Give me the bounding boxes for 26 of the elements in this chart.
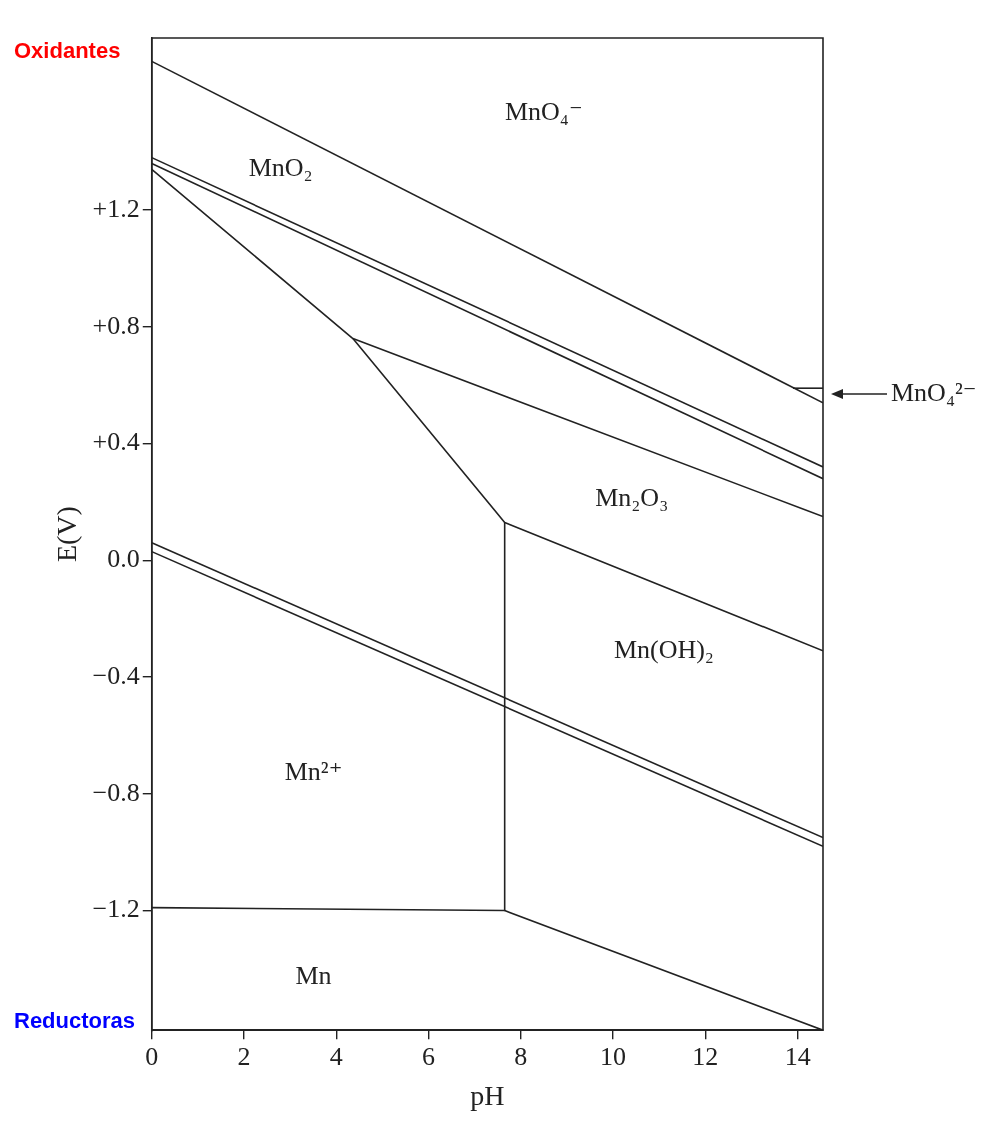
x-tick-label: 10 [600, 1041, 627, 1071]
y-tick-label: +0.4 [92, 427, 140, 457]
annotation: MnO₂ [248, 152, 313, 182]
x-tick-label: 0 [145, 1041, 159, 1071]
x-tick-label: 12 [692, 1041, 719, 1071]
y-tick-label: +1.2 [92, 194, 140, 223]
y-axis-title: E(V) [51, 506, 83, 563]
annotation: Mn(OH)₂ [613, 635, 714, 665]
text: Reductoras [14, 1008, 136, 1034]
y-tick-label: 0.0 [107, 544, 140, 574]
y-tick-label: +0.8 [92, 310, 140, 340]
x-tick-label: 4 [329, 1041, 343, 1071]
text: Oxidantes [14, 38, 121, 64]
text: MnO₄²⁻ [891, 378, 977, 408]
x-tick-label: 2 [237, 1041, 251, 1071]
x-tick-label: 8 [514, 1041, 528, 1071]
x-tick-label: 14 [784, 1041, 811, 1071]
x-axis-title: pH [470, 1079, 505, 1111]
y-tick-label: −1.2 [92, 894, 140, 924]
x-tick-label: 6 [422, 1041, 436, 1071]
annotation: Mn²⁺ [284, 757, 343, 787]
y-tick-label: −0.8 [92, 777, 140, 807]
annotation: Mn₂O₃ [595, 483, 669, 513]
annotation: MnO₄⁻ [504, 97, 583, 127]
annotation: Mn [295, 961, 332, 991]
y-tick-label: −0.4 [92, 660, 140, 690]
